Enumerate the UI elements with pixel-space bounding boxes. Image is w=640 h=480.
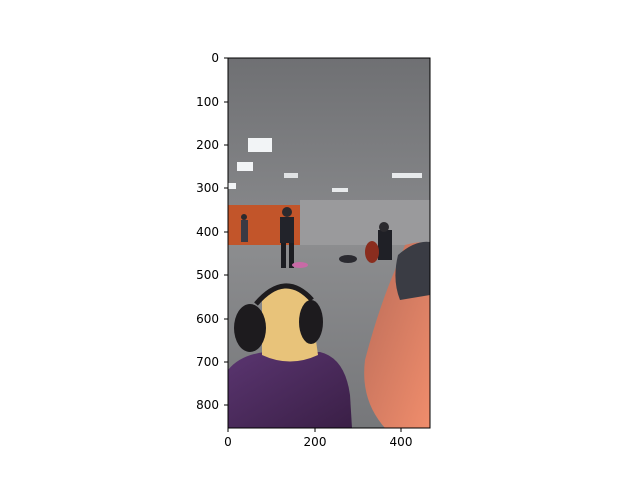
child-coat (228, 352, 352, 428)
ceiling-light (237, 162, 253, 171)
y-tick-label: 600 (196, 312, 219, 326)
ceiling-light (248, 138, 272, 152)
violinist (280, 207, 294, 268)
ceiling-light (392, 173, 422, 178)
instrument-case (339, 255, 357, 263)
x-tick-label: 400 (390, 435, 413, 449)
earmuff-band (254, 283, 314, 306)
x-tick-label: 200 (304, 435, 327, 449)
y-tick-label: 300 (196, 181, 219, 195)
y-tick-label: 800 (196, 398, 219, 412)
pink-case (292, 262, 308, 268)
axes-frame (227, 57, 431, 429)
photo-image (228, 58, 430, 428)
earmuff-left (234, 304, 266, 352)
x-axis: 0 200 400 (224, 428, 412, 449)
y-axis: 0 100 200 300 400 500 600 700 800 (196, 51, 228, 412)
y-tick-label: 100 (196, 95, 219, 109)
earmuff-right (299, 300, 323, 344)
ceiling-light (284, 173, 298, 178)
ceiling-light (228, 183, 236, 189)
y-tick-label: 200 (196, 138, 219, 152)
y-tick-label: 400 (196, 225, 219, 239)
ceiling-light (332, 188, 348, 192)
y-tick-label: 0 (211, 51, 219, 65)
y-tick-label: 500 (196, 268, 219, 282)
cellist (365, 222, 392, 263)
y-tick-label: 700 (196, 355, 219, 369)
x-tick-label: 0 (224, 435, 232, 449)
bystander (241, 214, 248, 242)
blurred-dark-shoulder (395, 241, 430, 300)
